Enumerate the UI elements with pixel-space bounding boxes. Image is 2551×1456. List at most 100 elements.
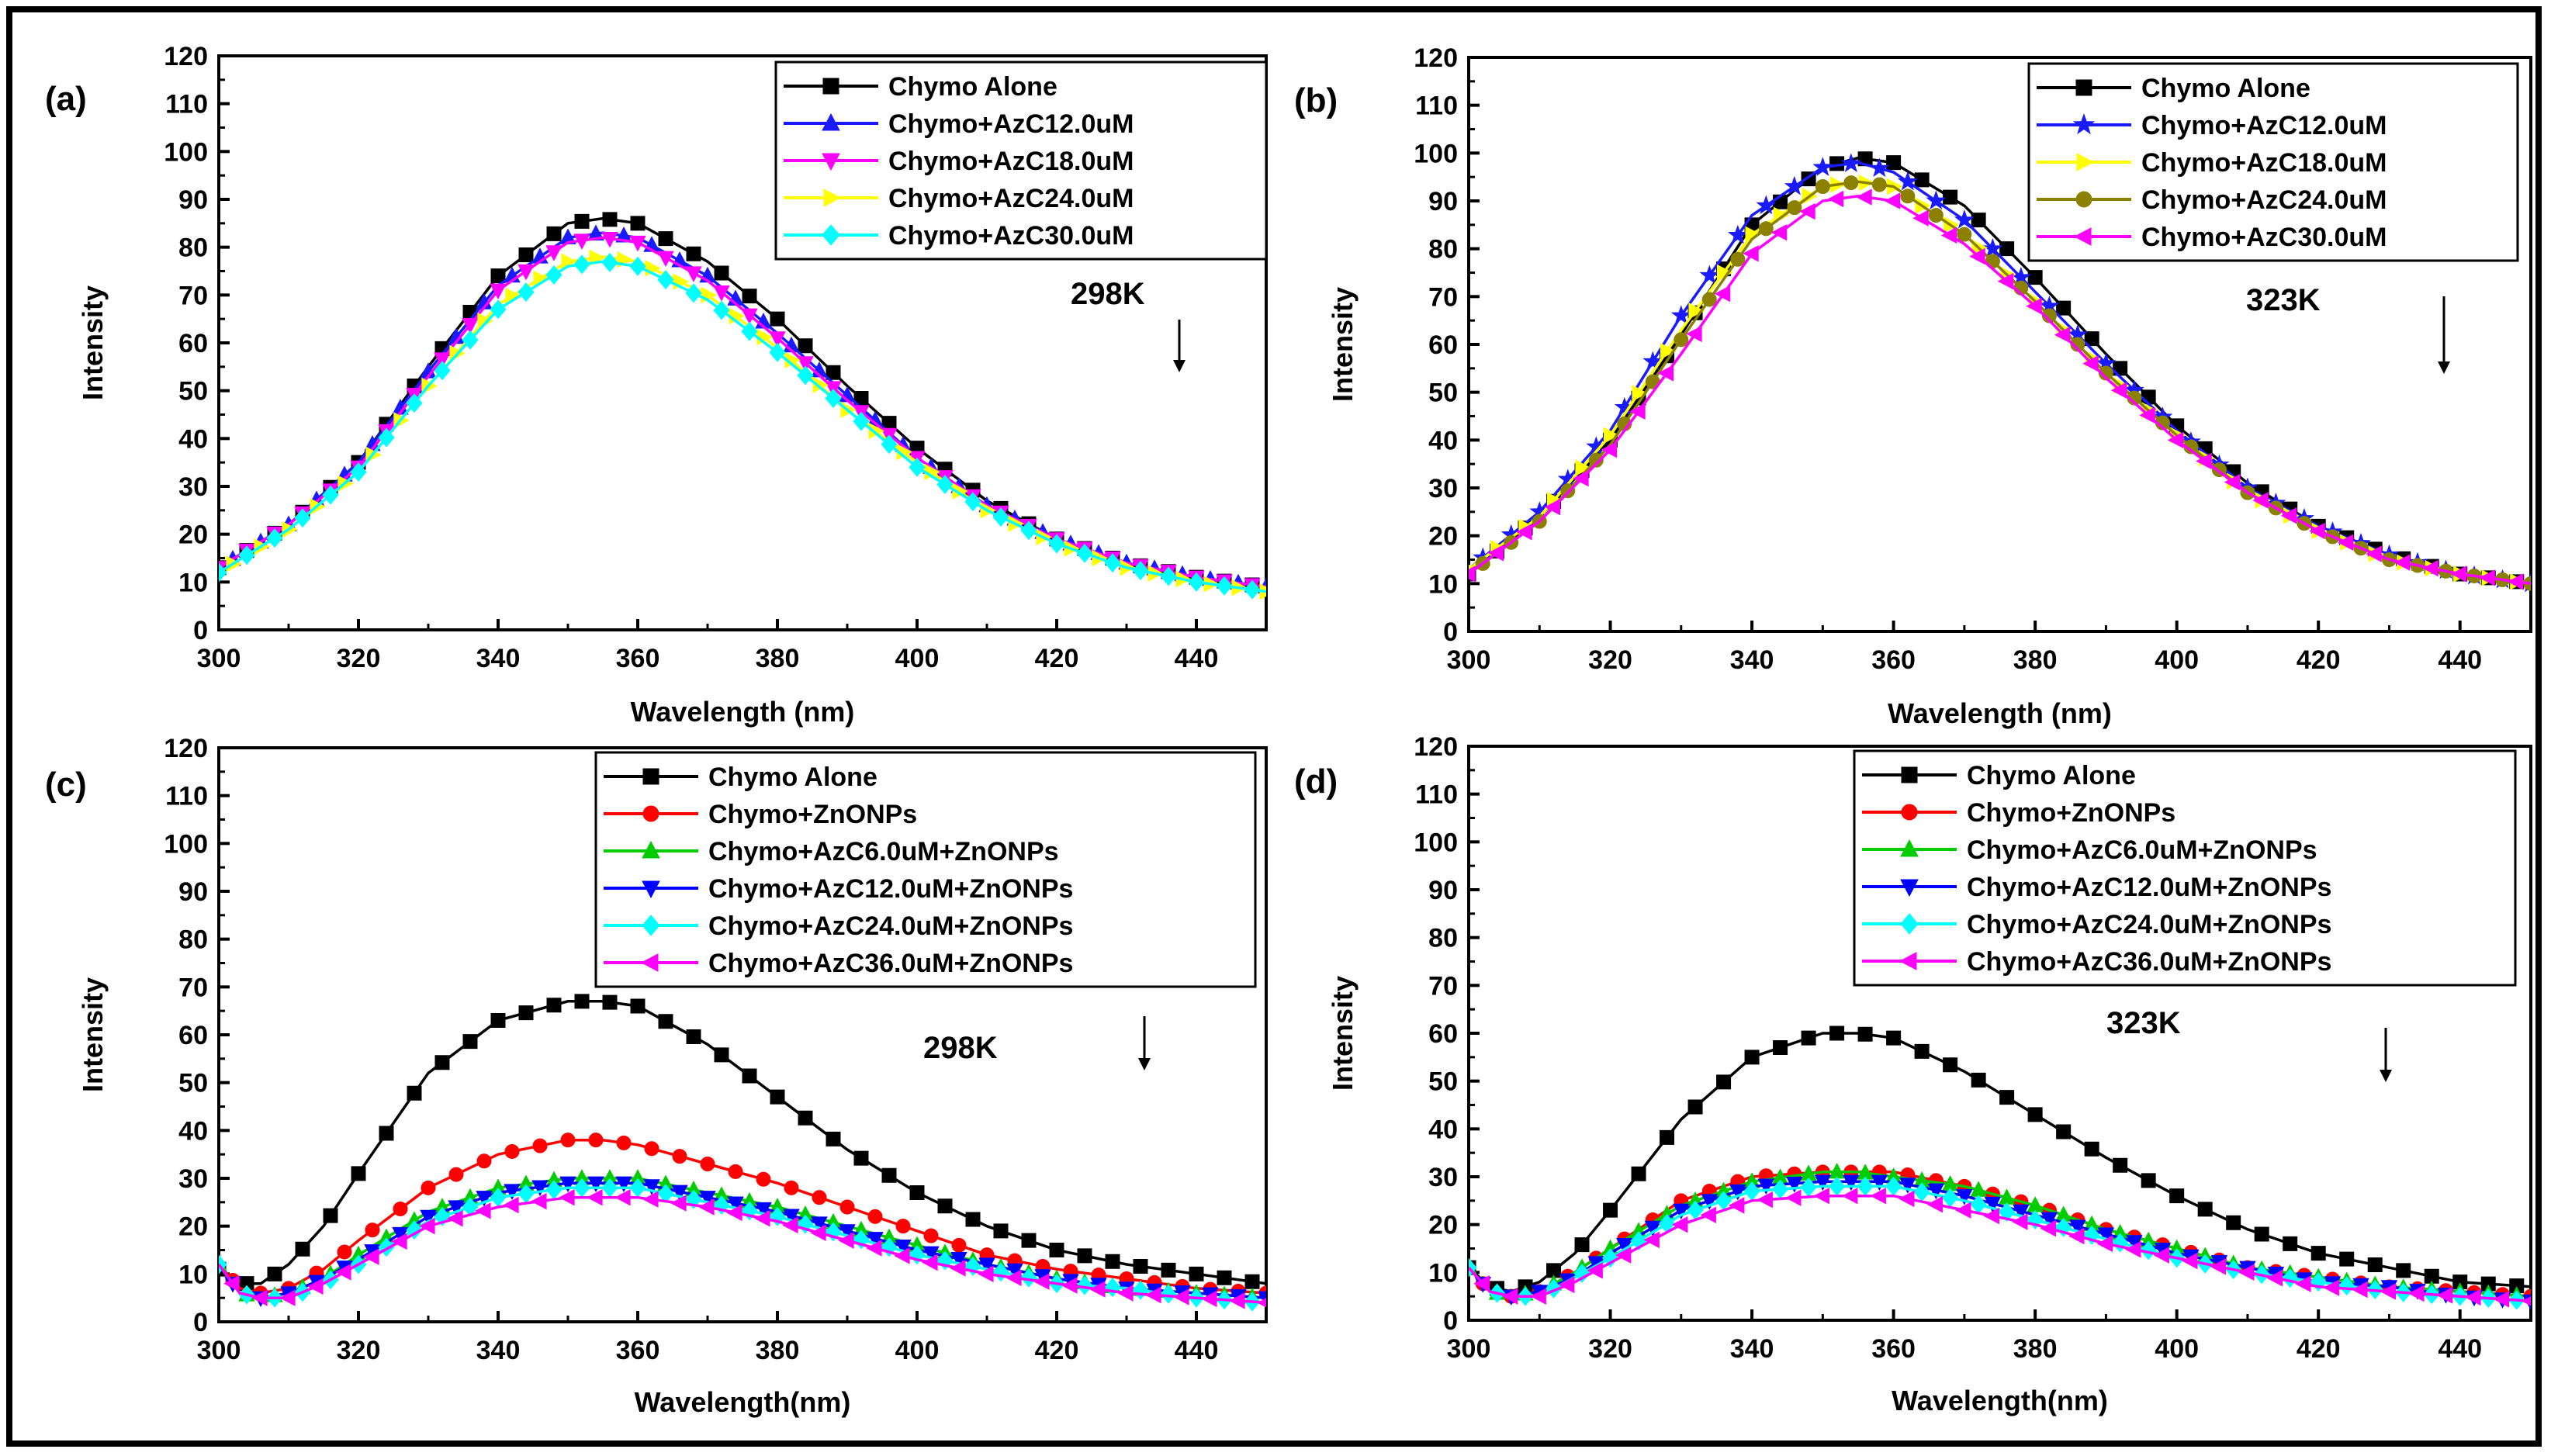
data-point	[1886, 1030, 1902, 1046]
data-point	[922, 1254, 938, 1271]
x-tick-label: 400	[895, 644, 940, 673]
x-tick-label: 340	[1730, 1334, 1774, 1364]
data-point	[936, 475, 954, 495]
data-point	[810, 1224, 826, 1242]
data-point	[365, 1223, 380, 1238]
legend-marker	[1901, 766, 1918, 783]
data-point	[1983, 1207, 1999, 1225]
data-point	[560, 1133, 576, 1148]
data-point	[1914, 1043, 1930, 1059]
data-point	[518, 1005, 534, 1021]
data-point	[671, 1185, 688, 1202]
data-point	[2367, 1257, 2383, 1272]
data-point	[2323, 1279, 2340, 1296]
data-point	[1258, 1291, 1266, 1308]
data-point	[546, 226, 562, 241]
panel-d-chart: 0 10 20 30 40 50 60 70 80 90 100 110 120 300 320 340 360…	[1294, 732, 2532, 1416]
data-point	[2139, 406, 2155, 424]
x-tick-label: 400	[895, 1336, 940, 1365]
data-point	[1840, 153, 1861, 172]
data-point	[964, 492, 981, 512]
data-point	[323, 1208, 338, 1223]
data-point	[937, 1198, 953, 1214]
data-point	[1841, 1187, 1858, 1205]
x-tick-label: 360	[1871, 1334, 1916, 1364]
data-point	[2197, 1202, 2213, 1217]
data-point	[630, 216, 646, 231]
data-point	[2337, 534, 2354, 552]
temperature-annotation: 298K	[1071, 277, 1145, 311]
data-point	[462, 330, 479, 350]
y-tick-label: 0	[1443, 1306, 1458, 1336]
data-point	[419, 1217, 435, 1235]
y-tick-label: 40	[178, 1116, 208, 1146]
y-tick-label: 40	[1428, 1115, 1458, 1144]
data-point	[588, 1133, 604, 1148]
data-point	[839, 1199, 855, 1215]
data-point	[379, 1126, 394, 1141]
series-line	[219, 1138, 1266, 1295]
data-point	[602, 994, 618, 1010]
y-tick-label: 70	[1428, 282, 1458, 312]
legend-entry: Chymo Alone	[708, 763, 877, 792]
data-point	[742, 1068, 757, 1084]
data-point	[727, 1196, 744, 1212]
data-point	[1188, 572, 1205, 592]
data-point	[1857, 1176, 1874, 1196]
data-point	[881, 1167, 897, 1183]
data-point	[406, 1220, 423, 1240]
data-point	[950, 1252, 967, 1268]
y-tick-label: 50	[178, 377, 208, 406]
data-point	[1601, 1248, 1619, 1268]
data-point	[1545, 1278, 1563, 1299]
data-point	[2169, 1188, 2185, 1204]
data-point	[1244, 1274, 1260, 1289]
data-point	[2012, 1213, 2028, 1230]
data-point	[335, 1264, 351, 1281]
data-point	[1813, 1187, 1829, 1205]
data-point	[1843, 175, 1859, 191]
data-point	[1730, 251, 1746, 267]
data-point	[1076, 1275, 1093, 1295]
y-tick-label: 110	[1415, 92, 1458, 121]
data-point	[1516, 524, 1532, 541]
data-point	[629, 235, 646, 252]
data-point	[965, 1212, 981, 1227]
y-tick-label: 10	[1428, 1258, 1458, 1288]
data-point	[1701, 1194, 1719, 1210]
data-point	[2465, 1288, 2481, 1306]
y-tick-label: 80	[178, 925, 208, 955]
data-point	[2070, 337, 2085, 352]
y-axis-title: Intensity	[77, 977, 109, 1092]
data-point	[601, 252, 618, 272]
arrow-head	[2438, 361, 2450, 374]
legend-marker	[642, 915, 660, 936]
data-point	[1077, 1248, 1092, 1264]
data-point	[1687, 1099, 1703, 1115]
data-point	[531, 1180, 549, 1196]
data-point	[462, 317, 479, 334]
data-point	[1940, 227, 1957, 244]
data-point	[447, 1210, 463, 1227]
data-point	[2295, 1275, 2311, 1292]
data-point	[1133, 1258, 1148, 1274]
data-point	[1900, 188, 1916, 204]
data-point	[658, 1014, 673, 1029]
data-point	[1657, 365, 1674, 382]
data-point	[839, 1224, 856, 1240]
data-point	[476, 1153, 492, 1169]
data-point	[1603, 427, 1620, 444]
data-point	[1870, 1187, 1886, 1205]
legend-entry: Chymo+AzC12.0uM	[2141, 111, 2387, 140]
x-tick-label: 440	[2438, 645, 2482, 675]
data-point	[1999, 1202, 2016, 1223]
data-point	[251, 1289, 268, 1306]
data-point	[1912, 209, 1929, 227]
data-point	[1544, 498, 1561, 516]
data-point	[407, 1085, 422, 1101]
data-point	[658, 231, 673, 247]
data-point	[951, 1237, 967, 1253]
y-tick-label: 120	[1414, 43, 1458, 73]
data-point	[448, 1167, 464, 1182]
data-point	[1899, 1178, 1916, 1194]
